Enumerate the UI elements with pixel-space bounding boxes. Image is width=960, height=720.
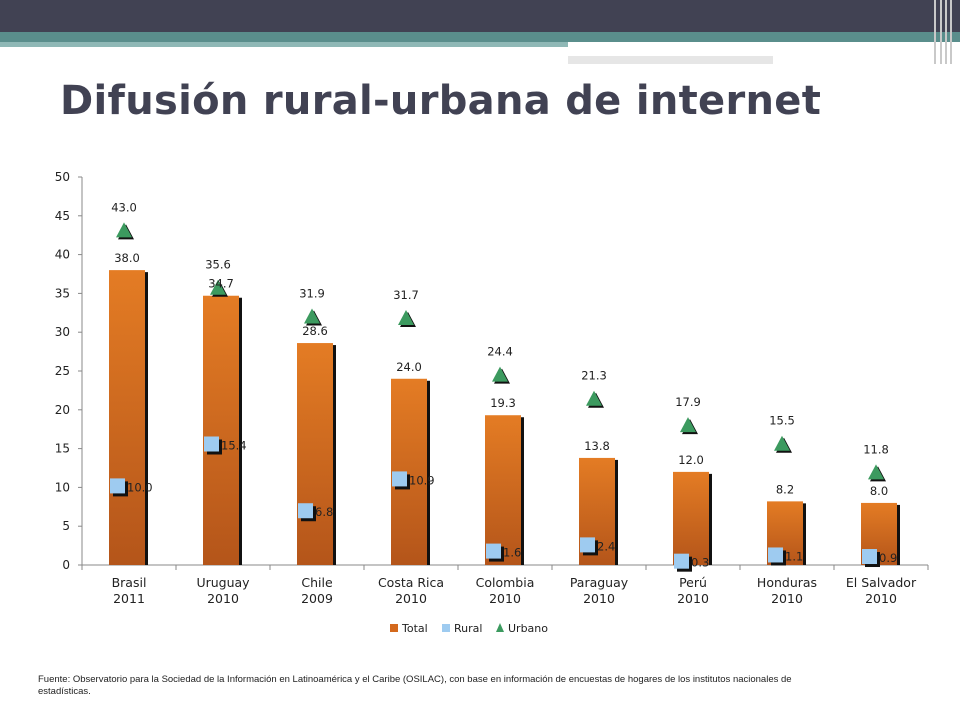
rural-marker bbox=[580, 537, 595, 553]
total-data-label: 8.2 bbox=[776, 482, 794, 496]
total-data-label: 34.7 bbox=[208, 277, 234, 291]
legend-rural-label: Rural bbox=[454, 622, 482, 635]
header-corner-decoration bbox=[930, 0, 960, 64]
legend-urbano-swatch bbox=[496, 623, 504, 632]
x-tick-label: Brasil bbox=[112, 575, 147, 590]
urbano-marker bbox=[492, 366, 508, 382]
rural-marker bbox=[298, 503, 313, 519]
x-tick-label: Costa Rica bbox=[378, 575, 444, 590]
total-data-label: 12.0 bbox=[678, 453, 704, 467]
x-tick-label: El Salvador bbox=[846, 575, 917, 590]
urbano-data-label: 15.5 bbox=[769, 414, 795, 428]
header-divider bbox=[568, 50, 888, 52]
y-tick-label: 20 bbox=[55, 403, 70, 417]
total-data-label: 19.3 bbox=[490, 396, 516, 410]
total-data-label: 13.8 bbox=[584, 439, 610, 453]
urbano-data-label: 35.6 bbox=[205, 258, 231, 272]
x-tick-label: 2010 bbox=[489, 591, 521, 606]
header-accent-stripe bbox=[0, 32, 960, 42]
x-tick-label: 2010 bbox=[677, 591, 709, 606]
legend-urbano-label: Urbano bbox=[508, 622, 548, 635]
x-tick-label: Uruguay bbox=[196, 575, 250, 590]
header-bar bbox=[0, 0, 960, 32]
bar-chart: 05101520253035404550Brasil2011Uruguay201… bbox=[55, 170, 929, 635]
total-bar bbox=[485, 415, 521, 565]
rural-data-label: 15.4 bbox=[221, 438, 247, 452]
legend-rural-swatch bbox=[442, 624, 450, 632]
x-tick-label: Paraguay bbox=[570, 575, 629, 590]
total-bar bbox=[297, 343, 333, 565]
header-accent-stripe-light bbox=[0, 42, 568, 47]
rural-data-label: 10.0 bbox=[127, 480, 153, 494]
y-tick-label: 40 bbox=[55, 248, 70, 262]
urbano-data-label: 24.4 bbox=[487, 345, 513, 359]
urbano-data-label: 11.8 bbox=[863, 442, 889, 456]
x-tick-label: 2010 bbox=[583, 591, 615, 606]
y-tick-label: 15 bbox=[55, 442, 70, 456]
rural-data-label: 6.8 bbox=[315, 505, 333, 519]
y-tick-label: 25 bbox=[55, 364, 70, 378]
y-tick-label: 35 bbox=[55, 286, 70, 300]
rural-data-label: 0.3 bbox=[691, 556, 709, 570]
y-tick-label: 30 bbox=[55, 325, 70, 339]
x-tick-label: Honduras bbox=[757, 575, 817, 590]
x-tick-label: Chile bbox=[301, 575, 333, 590]
header-divider-grey bbox=[568, 56, 773, 64]
rural-marker bbox=[204, 436, 219, 452]
slide-title: Difusión rural-urbana de internet bbox=[60, 78, 822, 124]
urbano-data-label: 21.3 bbox=[581, 369, 607, 383]
rural-data-label: 1.6 bbox=[503, 546, 521, 560]
urbano-marker bbox=[868, 464, 884, 480]
urbano-marker bbox=[210, 279, 226, 295]
x-tick-label: 2010 bbox=[771, 591, 803, 606]
x-tick-label: 2009 bbox=[301, 591, 333, 606]
x-tick-label: 2010 bbox=[395, 591, 427, 606]
urbano-data-label: 43.0 bbox=[111, 200, 137, 214]
rural-data-label: 1.1 bbox=[785, 549, 803, 563]
urbano-marker bbox=[398, 310, 414, 326]
y-tick-label: 0 bbox=[62, 558, 70, 572]
source-note: Fuente: Observatorio para la Sociedad de… bbox=[38, 674, 792, 697]
x-tick-label: 2010 bbox=[207, 591, 239, 606]
legend-total-label: Total bbox=[401, 622, 428, 635]
x-tick-label: Perú bbox=[679, 575, 707, 590]
rural-marker bbox=[768, 547, 783, 563]
y-tick-label: 45 bbox=[55, 209, 70, 223]
total-bar bbox=[203, 295, 239, 565]
legend-total-swatch bbox=[390, 624, 398, 632]
total-bar bbox=[673, 471, 709, 565]
total-data-label: 24.0 bbox=[396, 360, 422, 374]
y-tick-label: 50 bbox=[55, 170, 70, 184]
total-data-label: 8.0 bbox=[870, 484, 888, 498]
x-tick-label: 2010 bbox=[865, 591, 897, 606]
rural-data-label: 0.9 bbox=[879, 551, 897, 565]
rural-marker bbox=[674, 553, 689, 569]
rural-data-label: 2.4 bbox=[597, 539, 615, 553]
rural-marker bbox=[392, 471, 407, 487]
urbano-marker bbox=[586, 390, 602, 406]
urbano-data-label: 31.9 bbox=[299, 286, 325, 300]
total-bar bbox=[109, 270, 145, 565]
urbano-marker bbox=[680, 417, 696, 433]
urbano-marker bbox=[304, 308, 320, 324]
total-data-label: 38.0 bbox=[114, 251, 140, 265]
rural-data-label: 10.9 bbox=[409, 473, 435, 487]
y-tick-label: 10 bbox=[55, 480, 70, 494]
urbano-data-label: 31.7 bbox=[393, 288, 419, 302]
urbano-data-label: 17.9 bbox=[675, 395, 701, 409]
rural-marker bbox=[110, 478, 125, 494]
x-tick-label: 2011 bbox=[113, 591, 145, 606]
total-data-label: 28.6 bbox=[302, 324, 328, 338]
rural-marker bbox=[862, 549, 877, 565]
x-tick-label: Colombia bbox=[476, 575, 535, 590]
rural-marker bbox=[486, 543, 501, 559]
y-tick-label: 5 bbox=[62, 519, 70, 533]
urbano-marker bbox=[774, 435, 790, 451]
urbano-marker bbox=[116, 222, 132, 238]
